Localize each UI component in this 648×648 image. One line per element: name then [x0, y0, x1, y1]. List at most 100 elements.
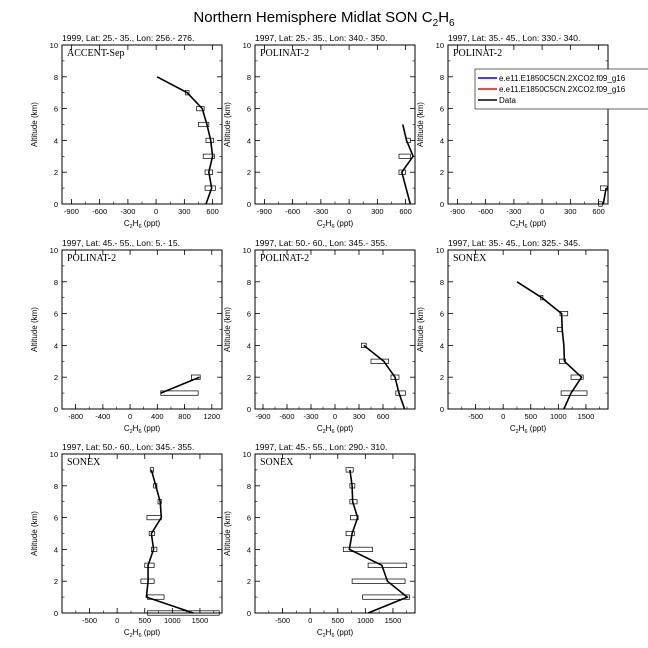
- plot-frame: [447, 249, 609, 410]
- legend: e.e11.E1850C5CN.2XCO2.f09_g16 e.e11.E1850…: [474, 68, 648, 110]
- plot-frame: [61, 249, 223, 410]
- y-tick-label: 2: [247, 168, 251, 177]
- x-tick-label: 800: [178, 412, 191, 421]
- data-profile-line: [348, 469, 409, 614]
- x-tick-label: 0: [154, 207, 158, 216]
- y-tick-label: 6: [247, 105, 251, 114]
- y-tick-label: 2: [440, 373, 444, 382]
- y-axis-label: Altitude (km): [223, 102, 232, 147]
- x-tick-label: -600: [92, 207, 107, 216]
- chart-panel-8: 1997, Lat: 45.- 55., Lon: 290.- 310. 0 2 4 6…: [223, 442, 416, 639]
- legend-frame: [474, 68, 648, 110]
- x-tick-label: 300: [353, 412, 366, 421]
- x-tick-label: 500: [525, 412, 538, 421]
- y-tick-label: 4: [440, 341, 444, 350]
- data-profile-line: [400, 124, 415, 205]
- spread-box: [367, 562, 408, 568]
- spread-box: [559, 311, 569, 317]
- y-tick-label: 2: [54, 577, 58, 586]
- chart-panel-4: 1997, Lat: 45.- 55., Lon: 5.- 15. 0 2 4 6 8 10…: [30, 238, 223, 435]
- y-tick-label: 0: [440, 200, 444, 209]
- y-tick-label: 2: [54, 168, 58, 177]
- y-tick-label: 2: [247, 577, 251, 586]
- x-tick-label: -400: [95, 412, 110, 421]
- y-tick-label: 8: [247, 278, 251, 287]
- x-tick-label: -900: [450, 207, 465, 216]
- x-axis-label: C2H6 (ppt): [317, 424, 354, 435]
- x-tick-label: -300: [506, 207, 521, 216]
- x-tick-label: 0: [501, 412, 505, 421]
- y-tick-label: 8: [440, 73, 444, 82]
- y-tick-label: 6: [247, 514, 251, 523]
- x-tick-label: -900: [64, 207, 79, 216]
- x-tick-label: 1000: [164, 616, 181, 625]
- spread-box: [342, 546, 373, 552]
- campaign-label: POLINAT-2: [453, 48, 502, 59]
- x-tick-label: -900: [255, 412, 270, 421]
- panel-subtitle: 1997, Lat: 35.- 45., Lon: 325.- 345.: [448, 238, 580, 248]
- plot-frame: [61, 453, 223, 614]
- plot-frame: [61, 44, 223, 205]
- data-profile-line: [602, 187, 607, 205]
- plot-frame: [254, 453, 416, 614]
- x-tick-label: -500: [275, 616, 290, 625]
- x-tick-label: -600: [279, 412, 294, 421]
- y-tick-label: 4: [247, 136, 251, 145]
- x-tick-label: 0: [308, 616, 312, 625]
- y-tick-label: 2: [247, 373, 251, 382]
- x-tick-label: 1000: [357, 616, 374, 625]
- y-tick-label: 0: [247, 405, 251, 414]
- y-axis-label: Altitude (km): [30, 102, 39, 147]
- chart-panels: 1999, Lat: 25.- 35., Lon: 256.- 276. 0 2 4 6…: [30, 33, 648, 639]
- y-tick-label: 8: [54, 482, 58, 491]
- y-tick-label: 0: [54, 200, 58, 209]
- campaign-label: POLINAT-2: [67, 253, 116, 264]
- spread-box: [147, 610, 220, 616]
- panel-subtitle: 1997, Lat: 50.- 60., Lon: 345.- 355.: [255, 238, 387, 248]
- plot-frame: [254, 44, 416, 205]
- y-tick-label: 4: [247, 341, 251, 350]
- x-axis-label: C2H6 (ppt): [124, 219, 161, 230]
- y-tick-label: 4: [54, 341, 58, 350]
- plot-frame: [254, 249, 416, 410]
- spread-box: [560, 390, 588, 396]
- y-tick-label: 6: [247, 310, 251, 319]
- x-tick-label: 1500: [385, 616, 402, 625]
- figure-title: Northern Hemisphere Midlat SON C2H6: [193, 9, 455, 29]
- x-axis-label: C2H6 (ppt): [317, 628, 354, 639]
- spread-box: [600, 185, 608, 191]
- y-tick-label: 4: [247, 545, 251, 554]
- spread-box: [395, 390, 406, 396]
- y-tick-label: 4: [54, 136, 58, 145]
- x-axis-label: C2H6 (ppt): [510, 424, 547, 435]
- spread-box: [398, 153, 411, 159]
- spread-box: [570, 374, 584, 380]
- x-axis-label: C2H6 (ppt): [317, 219, 354, 230]
- x-tick-label: -300: [303, 412, 318, 421]
- legend-entry-label: e.e11.E1850C5CN.2XCO2.f09_g16: [499, 74, 626, 83]
- y-tick-label: 6: [54, 310, 58, 319]
- campaign-label: SONEX: [453, 253, 487, 264]
- spread-box: [370, 358, 389, 364]
- x-tick-label: -600: [478, 207, 493, 216]
- y-tick-label: 0: [247, 609, 251, 618]
- chart-panel-2: 1997, Lat: 25.- 35., Lon: 340.- 350. 0 2 4 6…: [223, 33, 416, 230]
- spread-box: [151, 546, 158, 552]
- x-tick-label: 600: [206, 207, 219, 216]
- y-axis-label: Altitude (km): [223, 307, 232, 352]
- x-tick-label: 300: [564, 207, 577, 216]
- y-tick-label: 10: [50, 41, 58, 50]
- x-tick-label: -500: [468, 412, 483, 421]
- y-tick-label: 4: [440, 136, 444, 145]
- y-tick-label: 0: [54, 609, 58, 618]
- y-tick-label: 0: [54, 405, 58, 414]
- x-tick-label: 1500: [578, 412, 595, 421]
- y-tick-label: 6: [440, 310, 444, 319]
- chart-panel-3: 1997, Lat: 35.- 45., Lon: 330.- 340. 0 2 4 6…: [416, 33, 648, 230]
- y-tick-label: 10: [50, 450, 58, 459]
- data-profile-line: [156, 76, 214, 205]
- y-tick-label: 8: [54, 73, 58, 82]
- x-tick-label: 0: [333, 412, 337, 421]
- panel-subtitle: 1997, Lat: 50.- 60., Lon: 345.- 355.: [62, 442, 194, 452]
